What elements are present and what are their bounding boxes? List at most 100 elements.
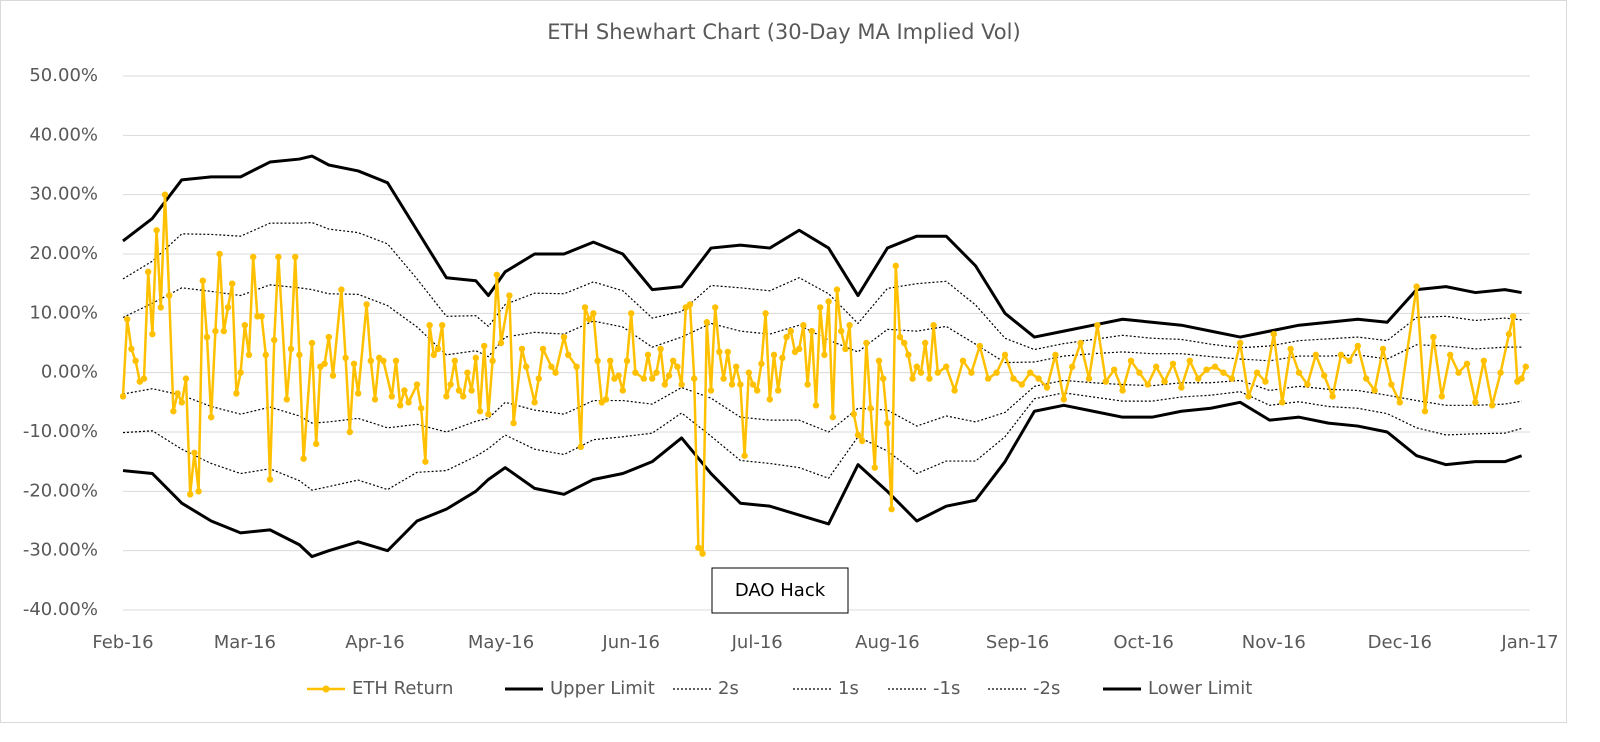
point — [1195, 375, 1202, 382]
point — [1169, 360, 1177, 367]
point — [951, 387, 958, 394]
point — [342, 354, 349, 362]
x-tick-label: Sep-16 — [986, 632, 1049, 653]
point — [657, 345, 664, 353]
point — [1102, 378, 1110, 385]
point — [455, 387, 463, 394]
point — [943, 363, 950, 370]
point — [1136, 369, 1143, 376]
series-line — [122, 379, 1522, 433]
point — [875, 357, 883, 364]
point — [1186, 357, 1194, 364]
point — [867, 405, 874, 412]
x-tick-label: Feb-16 — [92, 632, 153, 653]
point — [1413, 283, 1420, 290]
point — [1211, 363, 1219, 370]
point — [388, 393, 395, 400]
point — [565, 351, 572, 359]
point — [1178, 384, 1185, 391]
point — [1505, 330, 1513, 338]
point — [1396, 399, 1404, 406]
point — [615, 372, 622, 379]
point — [1111, 366, 1118, 373]
point — [1161, 378, 1168, 385]
point — [741, 452, 748, 459]
point — [733, 363, 740, 370]
point — [880, 375, 887, 382]
point — [1069, 363, 1076, 370]
point — [901, 339, 908, 347]
point — [821, 351, 828, 359]
point — [245, 351, 253, 359]
point — [686, 301, 694, 308]
point — [346, 428, 353, 436]
point — [1253, 369, 1261, 376]
point — [392, 357, 400, 364]
point — [212, 327, 219, 335]
point — [1438, 393, 1446, 400]
point — [380, 357, 387, 364]
point — [691, 375, 698, 382]
point — [1312, 351, 1320, 359]
point — [833, 286, 841, 293]
point — [602, 396, 610, 403]
point — [1354, 342, 1362, 350]
x-tick-label: Jul-16 — [731, 632, 783, 653]
point — [909, 375, 916, 382]
point — [1447, 351, 1454, 359]
point — [859, 437, 866, 445]
point — [779, 354, 786, 362]
point — [623, 357, 631, 364]
point — [271, 336, 278, 344]
point — [884, 419, 891, 427]
point — [237, 369, 244, 376]
point — [1463, 360, 1471, 367]
point — [594, 357, 601, 364]
point — [590, 310, 597, 317]
point — [1085, 375, 1093, 382]
point — [1144, 381, 1152, 388]
point — [775, 387, 782, 394]
point — [619, 387, 626, 394]
legend-label: 1s — [838, 678, 859, 699]
x-tick-label: Aug-16 — [855, 632, 920, 653]
point — [355, 390, 362, 397]
point — [766, 396, 773, 403]
point — [434, 345, 442, 353]
point — [552, 369, 559, 376]
point — [985, 375, 992, 382]
point — [1228, 375, 1236, 382]
point — [607, 357, 614, 364]
point — [1497, 369, 1504, 376]
point — [1220, 369, 1227, 376]
point — [1119, 387, 1126, 394]
legend-label: Upper Limit — [550, 678, 655, 699]
x-tick-label: Nov-16 — [1242, 632, 1306, 653]
point — [917, 369, 925, 376]
point — [531, 399, 538, 406]
point — [812, 402, 820, 409]
point — [581, 304, 589, 311]
point — [485, 411, 492, 418]
point — [178, 399, 185, 406]
x-tick-label: Apr-16 — [345, 632, 404, 653]
point — [1245, 393, 1252, 400]
point — [804, 381, 811, 388]
point — [510, 419, 517, 427]
point — [233, 390, 240, 397]
point — [993, 369, 1000, 376]
point — [863, 339, 870, 347]
point — [464, 369, 471, 376]
point — [968, 369, 975, 376]
point — [199, 277, 206, 284]
annotation: DAO Hack — [735, 580, 826, 601]
point — [292, 253, 299, 261]
point — [460, 393, 467, 400]
point — [161, 191, 169, 198]
point — [313, 440, 320, 448]
point — [787, 327, 794, 335]
point — [262, 351, 269, 359]
point — [418, 405, 425, 412]
legend-label: Lower Limit — [1148, 678, 1252, 699]
